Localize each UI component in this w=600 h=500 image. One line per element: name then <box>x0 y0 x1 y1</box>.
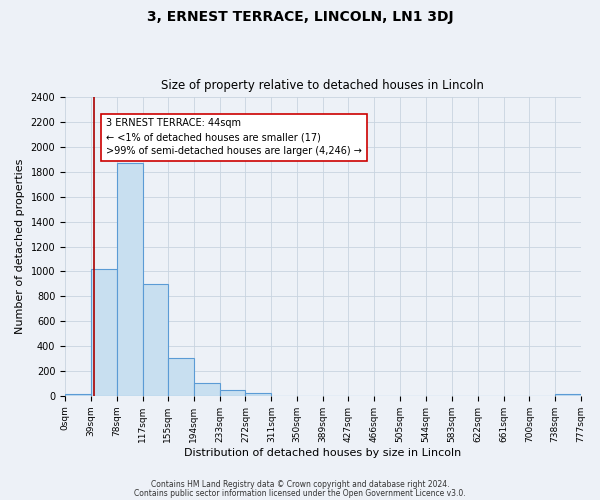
Bar <box>220 390 245 396</box>
Title: Size of property relative to detached houses in Lincoln: Size of property relative to detached ho… <box>161 79 484 92</box>
Text: 3, ERNEST TERRACE, LINCOLN, LN1 3DJ: 3, ERNEST TERRACE, LINCOLN, LN1 3DJ <box>146 10 454 24</box>
Bar <box>245 394 271 396</box>
Y-axis label: Number of detached properties: Number of detached properties <box>15 159 25 334</box>
Bar <box>65 394 91 396</box>
Bar <box>91 269 117 396</box>
Text: 3 ERNEST TERRACE: 44sqm
← <1% of detached houses are smaller (17)
>99% of semi-d: 3 ERNEST TERRACE: 44sqm ← <1% of detache… <box>106 118 362 156</box>
Bar <box>143 284 168 396</box>
Text: Contains public sector information licensed under the Open Government Licence v3: Contains public sector information licen… <box>134 488 466 498</box>
Bar <box>194 383 220 396</box>
Bar <box>168 358 194 396</box>
Text: Contains HM Land Registry data © Crown copyright and database right 2024.: Contains HM Land Registry data © Crown c… <box>151 480 449 489</box>
X-axis label: Distribution of detached houses by size in Lincoln: Distribution of detached houses by size … <box>184 448 461 458</box>
Bar <box>117 164 143 396</box>
Bar <box>554 394 581 396</box>
